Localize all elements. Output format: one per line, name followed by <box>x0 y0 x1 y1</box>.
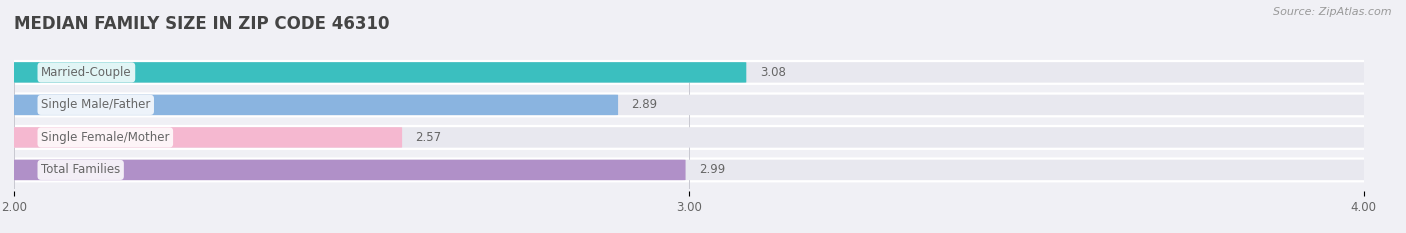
FancyBboxPatch shape <box>11 95 1367 115</box>
FancyBboxPatch shape <box>11 60 1367 85</box>
Text: Source: ZipAtlas.com: Source: ZipAtlas.com <box>1274 7 1392 17</box>
Text: Married-Couple: Married-Couple <box>41 66 132 79</box>
Text: 2.99: 2.99 <box>699 163 725 176</box>
Text: 3.08: 3.08 <box>759 66 786 79</box>
Text: 2.89: 2.89 <box>631 98 658 111</box>
FancyBboxPatch shape <box>11 127 1367 148</box>
FancyBboxPatch shape <box>11 62 747 83</box>
Text: Total Families: Total Families <box>41 163 121 176</box>
Text: MEDIAN FAMILY SIZE IN ZIP CODE 46310: MEDIAN FAMILY SIZE IN ZIP CODE 46310 <box>14 15 389 33</box>
Text: Single Female/Mother: Single Female/Mother <box>41 131 170 144</box>
Text: Single Male/Father: Single Male/Father <box>41 98 150 111</box>
FancyBboxPatch shape <box>11 62 1367 83</box>
FancyBboxPatch shape <box>11 95 619 115</box>
FancyBboxPatch shape <box>11 158 1367 182</box>
FancyBboxPatch shape <box>11 93 1367 117</box>
FancyBboxPatch shape <box>11 160 686 180</box>
Text: 2.57: 2.57 <box>416 131 441 144</box>
FancyBboxPatch shape <box>11 125 1367 150</box>
FancyBboxPatch shape <box>11 160 1367 180</box>
FancyBboxPatch shape <box>11 127 402 148</box>
